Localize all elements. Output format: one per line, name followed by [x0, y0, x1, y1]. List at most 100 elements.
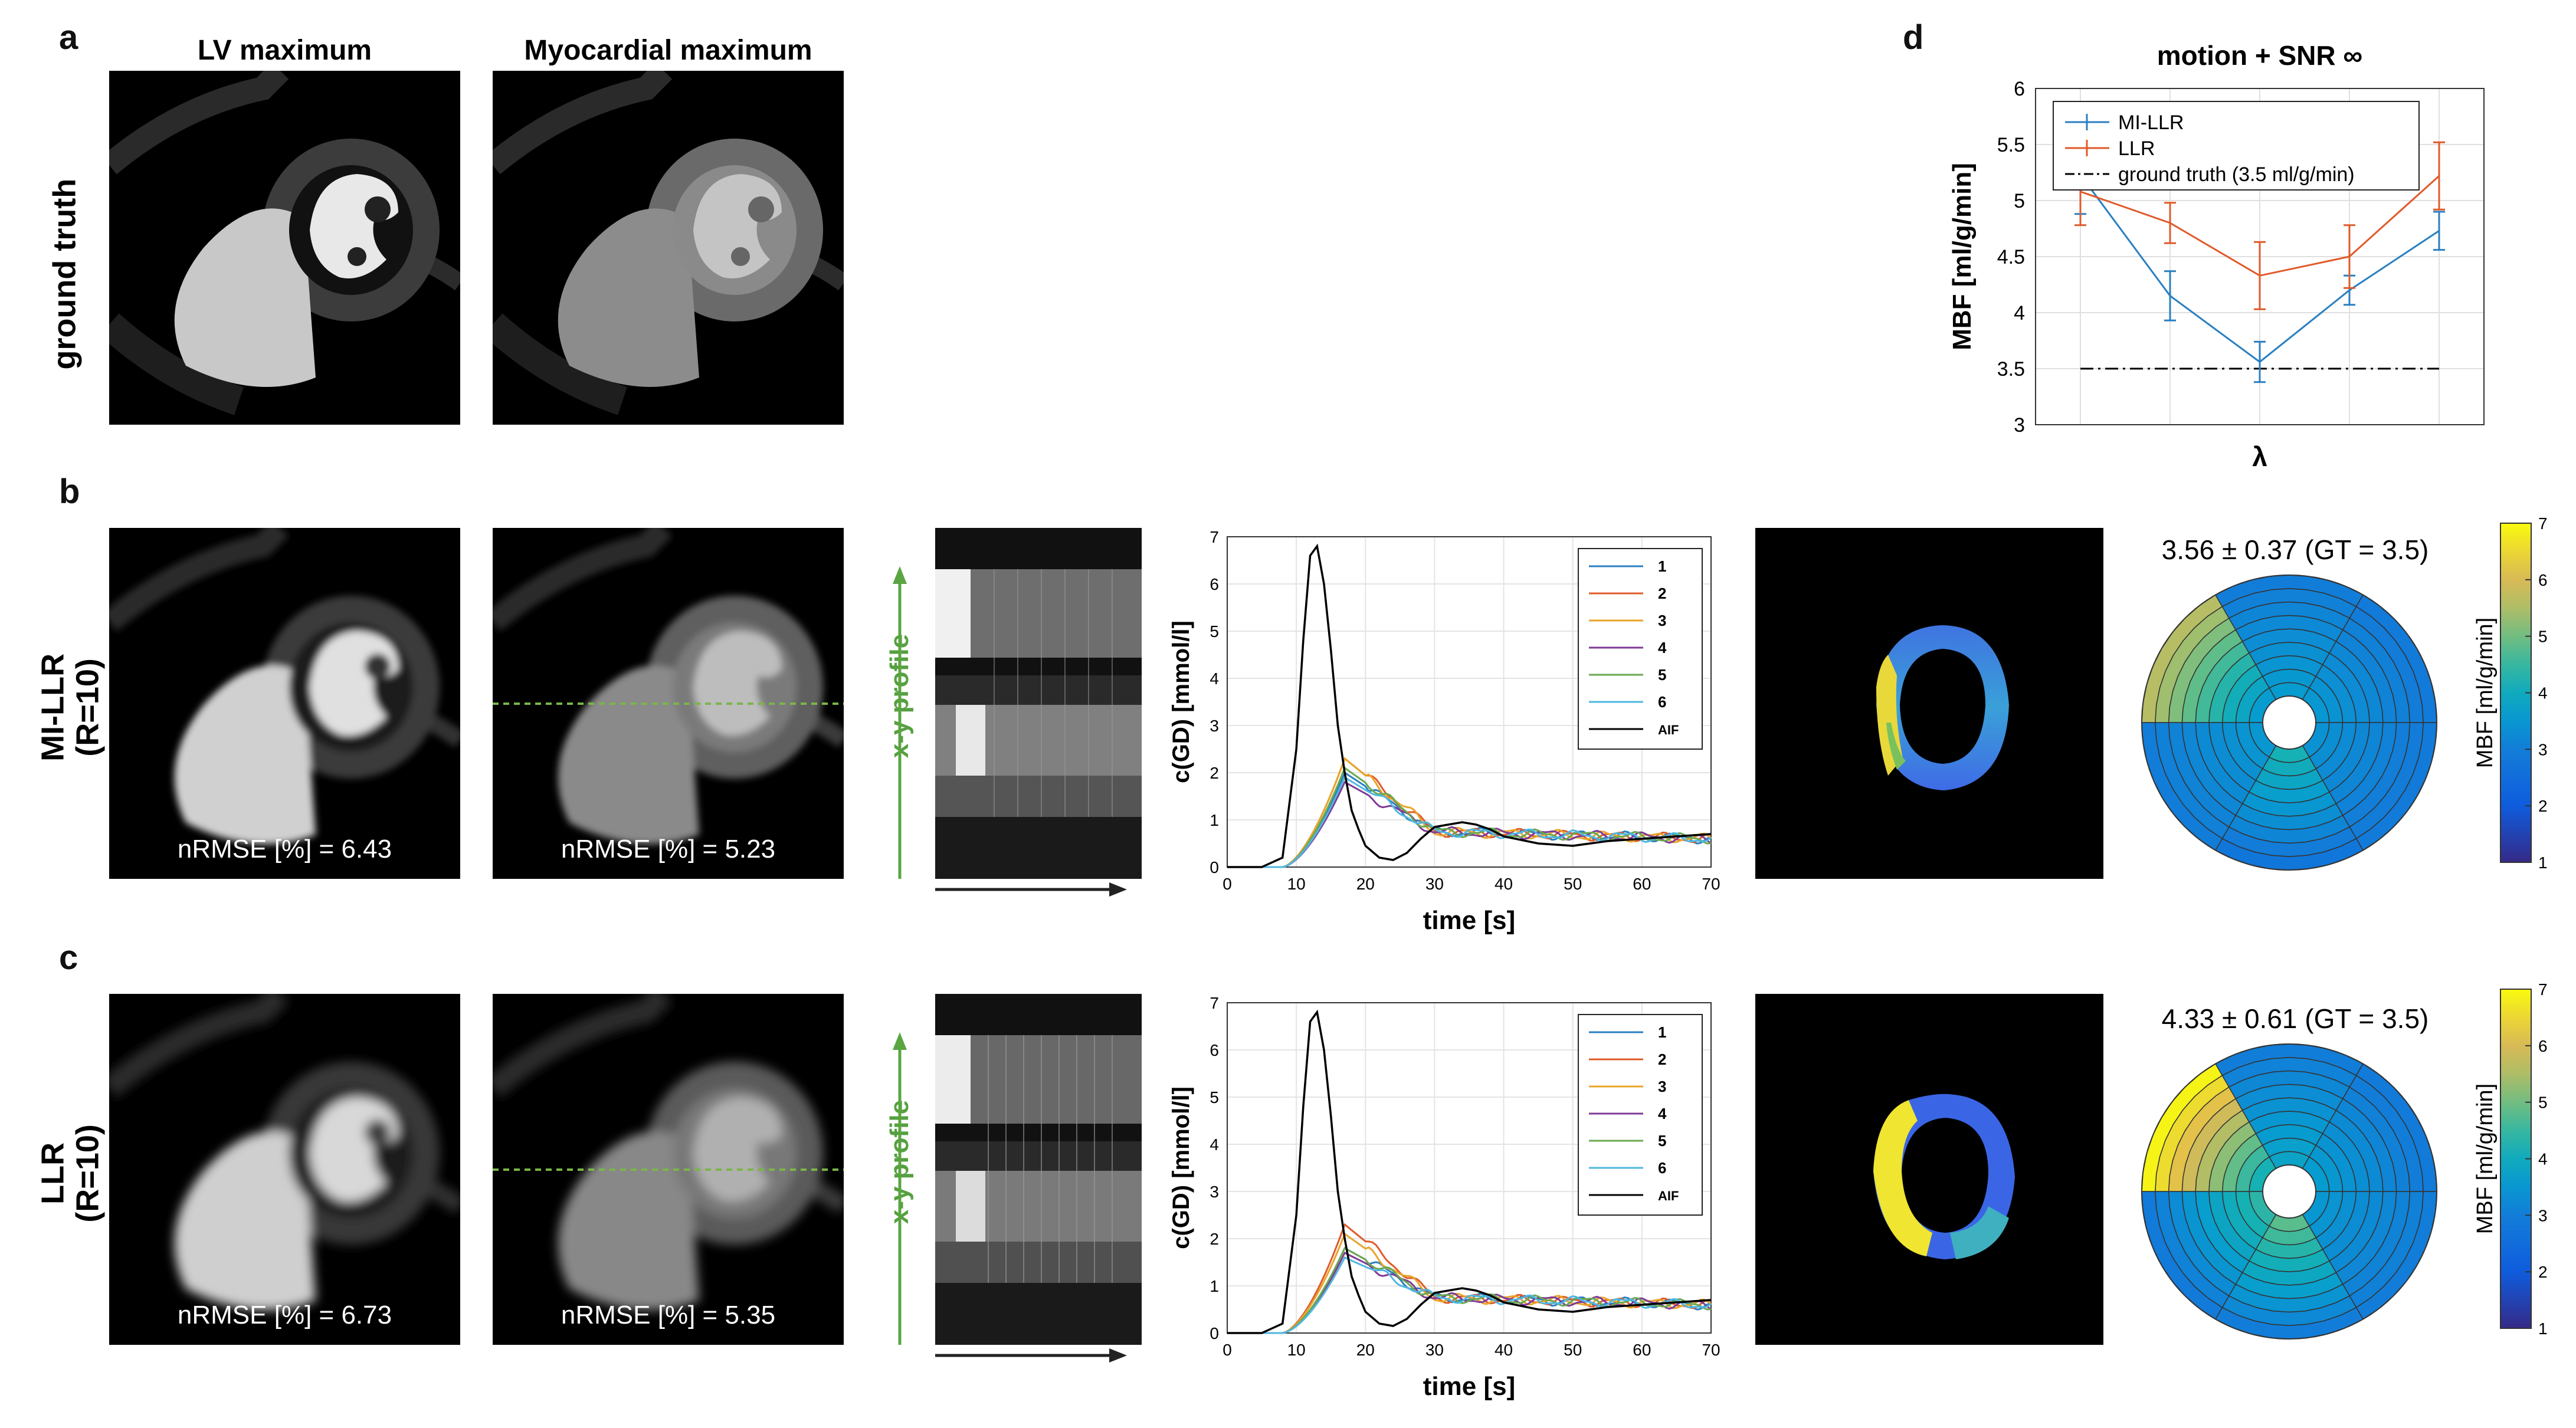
colorbar-tick-label: 4 — [2538, 684, 2548, 702]
legend-label: 2 — [1658, 1051, 1666, 1068]
ytick-label: 5 — [2014, 190, 2025, 212]
row-label-ground-truth-text: ground truth — [47, 178, 83, 370]
bullseye-center — [2262, 695, 2316, 750]
ytick-label: 3 — [1210, 1183, 1219, 1201]
legend-label: AIF — [1658, 723, 1679, 737]
mbf-map-image-b — [1755, 528, 2103, 879]
xtick-label: 60 — [1633, 875, 1651, 893]
legend-box — [1578, 548, 1703, 750]
ytick-label: 3 — [2014, 414, 2025, 436]
bullseye-plot-c — [2141, 1043, 2437, 1340]
ytick-label: 3 — [1210, 717, 1219, 735]
panel-letter-d: d — [1903, 18, 1924, 57]
colorbar-tick-label: 5 — [2538, 628, 2548, 646]
xtick-label: 0 — [1223, 875, 1232, 893]
xtick-label: 50 — [1564, 875, 1582, 893]
colorbar-b: 1 2 3 4 5 6 7 MBF [ml/g/min] — [2473, 516, 2548, 872]
row-label-llr: LLR (R=10) — [35, 1061, 106, 1285]
colorbar-tick-label: 7 — [2538, 982, 2548, 999]
yaxis-label: c(GD) [mmol/l] — [1168, 1086, 1194, 1249]
panel-letter-a: a — [59, 18, 78, 57]
bullseye-title-c: 4.33 ± 0.61 (GT = 3.5) — [2161, 1003, 2429, 1034]
colorbar-tick-label: 1 — [2538, 1319, 2548, 1338]
llr-lv-maximum-image: nRMSE [%] = 6.73 — [109, 994, 460, 1345]
colorbar-tick-label: 2 — [2538, 1263, 2548, 1281]
xtick-label: 40 — [1495, 875, 1513, 893]
xtick-label: 10 — [1287, 1341, 1306, 1359]
profile-axis-arrows-c — [893, 1032, 1127, 1363]
legend-label: 6 — [1658, 1159, 1666, 1177]
xaxis-label-d: λ — [2252, 441, 2267, 472]
legend-box-d — [2053, 101, 2420, 191]
legend-label: 6 — [1658, 693, 1666, 711]
colorbar-tick-label: 1 — [2538, 853, 2548, 872]
mbf-lambda-chart: 3 3.5 4 4.5 5 5.5 6 motion + SNR ∞ λ MBF [ml/g/mi… — [1948, 40, 2485, 472]
series-line-6 — [1227, 1256, 1712, 1334]
row-label-llr-line2: (R=10) — [70, 1124, 106, 1223]
colorbar-tick-label: 6 — [2538, 1037, 2548, 1055]
ytick-label: 5 — [1210, 622, 1219, 641]
row-label-mi-llr: MI-LLR (R=10) — [35, 595, 106, 819]
colorbar-tick-label: 3 — [2538, 1206, 2548, 1225]
xtick-label: 10 — [1287, 875, 1306, 893]
colorbar-label: MBF [ml/g/min] — [2473, 618, 2498, 768]
plot-frame — [1227, 1002, 1712, 1334]
yaxis-label: c(GD) [mmol/l] — [1168, 621, 1194, 783]
mbf-map-image-c — [1755, 994, 2103, 1345]
panel-letter-c: c — [59, 938, 78, 977]
bullseye-title-b: 3.56 ± 0.37 (GT = 3.5) — [2161, 534, 2429, 565]
ytick-label: 4.5 — [1997, 246, 2025, 268]
xtick-label: 60 — [1633, 1341, 1651, 1359]
xtick-label: 40 — [1495, 1341, 1513, 1359]
plot-frame — [1227, 536, 1712, 868]
legend-label: 2 — [1658, 585, 1666, 602]
bullseye-outline — [2141, 575, 2437, 871]
mi-llr-lv-maximum-image: nRMSE [%] = 6.43 — [109, 528, 460, 879]
ytick-label: 0 — [1210, 1324, 1219, 1342]
colorbar-tick-label: 5 — [2538, 1094, 2548, 1112]
row-label-mi-llr-line1: MI-LLR — [35, 653, 71, 761]
chart-title-d: motion + SNR ∞ — [2157, 40, 2362, 71]
xy-profile-image-c — [935, 994, 1142, 1345]
xy-profile-image-b — [935, 528, 1142, 879]
colorbar-label: MBF [ml/g/min] — [2473, 1084, 2498, 1234]
xtick-label: 30 — [1425, 875, 1444, 893]
ytick-label: 7 — [1210, 528, 1219, 546]
mi-llr-myo-nrmse: nRMSE [%] = 5.23 — [561, 835, 776, 864]
row-label-ground-truth: ground truth — [47, 156, 82, 392]
legend-label: 5 — [1658, 1132, 1666, 1150]
series-line-aif — [1227, 543, 1712, 868]
plot-frame-d — [2035, 88, 2485, 425]
col-title-myocardial-maximum: Myocardial maximum — [524, 35, 812, 66]
colorbar-tick-label: 7 — [2538, 516, 2548, 533]
legend-label: MI-LLR — [2118, 111, 2184, 134]
row-label-mi-llr-line2: (R=10) — [70, 658, 106, 757]
colorbar-tick-label: 2 — [2538, 797, 2548, 815]
ytick-label: 1 — [1210, 811, 1219, 829]
profile-axis-arrows-b — [893, 566, 1127, 897]
xtick-label: 20 — [1356, 1341, 1375, 1359]
col-title-lv-maximum: LV maximum — [197, 35, 372, 66]
xtick-label: 70 — [1702, 1341, 1720, 1359]
legend-label: 5 — [1658, 666, 1666, 684]
legend-label: 3 — [1658, 1078, 1666, 1095]
legend-label: 3 — [1658, 612, 1666, 629]
mi-llr-lv-nrmse: nRMSE [%] = 6.43 — [177, 835, 392, 864]
ytick-label: 7 — [1210, 994, 1219, 1012]
xtick-label: 20 — [1356, 875, 1375, 893]
legend-label: 1 — [1658, 557, 1666, 575]
ytick-label: 0 — [1210, 858, 1219, 877]
series-line-3 — [1227, 757, 1712, 868]
colorbar-c: 1 2 3 4 5 6 7 MBF [ml/g/min] — [2473, 982, 2548, 1338]
ytick-label: 1 — [1210, 1277, 1219, 1295]
ytick-label: 4 — [1210, 669, 1219, 688]
legend-label: LLR — [2118, 137, 2155, 160]
xaxis-label: time [s] — [1423, 906, 1515, 935]
colorbar-tick-label: 3 — [2538, 740, 2548, 759]
legend-label: 4 — [1658, 639, 1667, 656]
xtick-label: 30 — [1425, 1341, 1444, 1359]
row-label-llr-line1: LLR — [35, 1142, 71, 1204]
legend-label: ground truth (3.5 ml/g/min) — [2118, 163, 2355, 186]
